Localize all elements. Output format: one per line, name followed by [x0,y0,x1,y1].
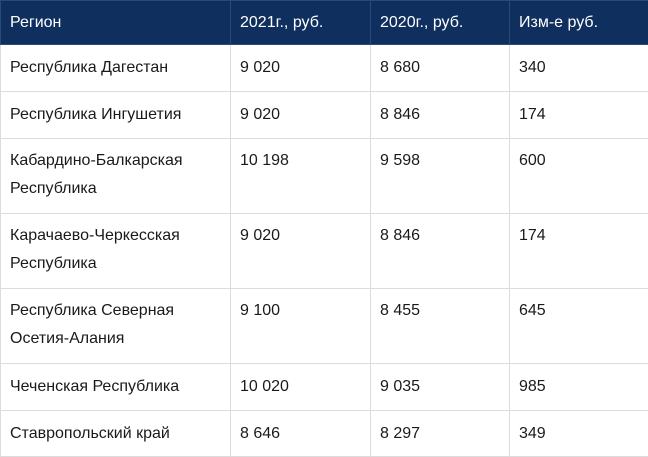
cell-2020: 8 455 [371,289,510,364]
cell-change: 174 [510,92,648,139]
table-body: Республика Дагестан 9 020 8 680 340 Респ… [1,45,648,457]
table-row: Республика Дагестан 9 020 8 680 340 [1,45,648,92]
cell-change: 645 [510,289,648,364]
header-row: Регион 2021г., руб. 2020г., руб. Изм-е р… [1,1,648,45]
cell-2020: 8 297 [371,411,510,457]
cell-region: Карачаево-Черкесская Республика [1,214,231,289]
cell-2021: 8 646 [231,411,371,457]
cell-2020: 9 598 [371,139,510,214]
cell-region: Кабардино-Балкарская Республика [1,139,231,214]
cell-region: Республика Ингушетия [1,92,231,139]
cell-change: 174 [510,214,648,289]
cell-region: Республика Северная Осетия-Алания [1,289,231,364]
cell-change: 340 [510,45,648,92]
table-row: Республика Северная Осетия-Алания 9 100 … [1,289,648,364]
cell-change: 349 [510,411,648,457]
cell-2021: 9 020 [231,92,371,139]
cell-2021: 10 198 [231,139,371,214]
cell-2020: 8 680 [371,45,510,92]
header-2020: 2020г., руб. [371,1,510,45]
cell-2021: 10 020 [231,364,371,411]
cell-2020: 9 035 [371,364,510,411]
table-row: Кабардино-Балкарская Республика 10 198 9… [1,139,648,214]
cell-change: 985 [510,364,648,411]
table-row: Ставропольский край 8 646 8 297 349 [1,411,648,457]
cell-2021: 9 020 [231,214,371,289]
cell-change: 600 [510,139,648,214]
table-row: Республика Ингушетия 9 020 8 846 174 [1,92,648,139]
cell-region: Республика Дагестан [1,45,231,92]
cell-2020: 8 846 [371,214,510,289]
header-region: Регион [1,1,231,45]
cell-2020: 8 846 [371,92,510,139]
table-header: Регион 2021г., руб. 2020г., руб. Изм-е р… [1,1,648,45]
cell-region: Ставропольский край [1,411,231,457]
cell-region: Чеченская Республика [1,364,231,411]
table-row: Чеченская Республика 10 020 9 035 985 [1,364,648,411]
table-row: Карачаево-Черкесская Республика 9 020 8 … [1,214,648,289]
cell-2021: 9 020 [231,45,371,92]
cell-2021: 9 100 [231,289,371,364]
header-2021: 2021г., руб. [231,1,371,45]
header-change: Изм-е руб. [510,1,648,45]
